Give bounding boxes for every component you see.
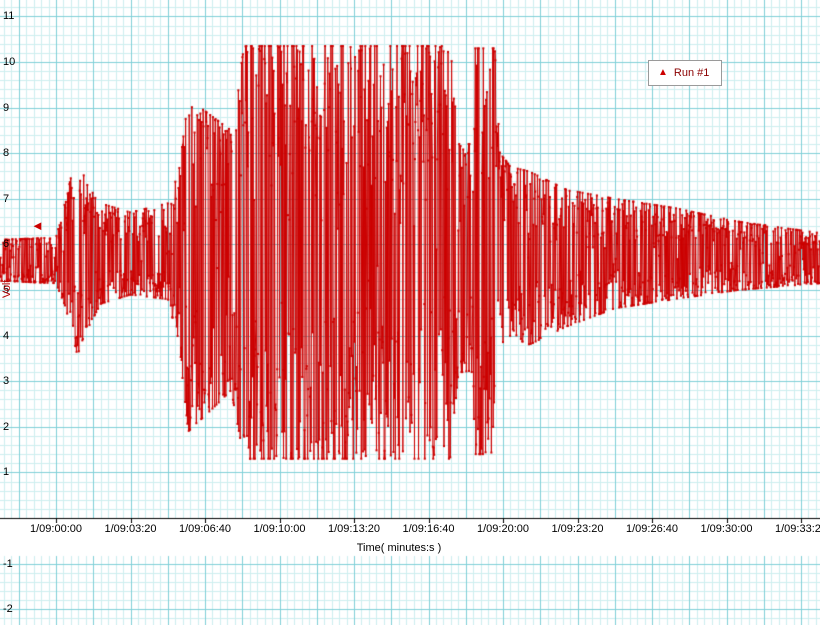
y-tick-label: 10 bbox=[3, 56, 16, 68]
legend-label: Run #1 bbox=[673, 67, 710, 79]
x-tick-label: 1/09:26:40 bbox=[625, 523, 679, 536]
y-tick-label: 6 bbox=[3, 238, 10, 251]
y-tick-label: 11 bbox=[3, 10, 15, 23]
x-tick-label: 1/09:00:00 bbox=[29, 523, 83, 536]
y-tick-label: 4 bbox=[3, 329, 10, 342]
y-tick-label: 3 bbox=[3, 375, 10, 388]
y-tick-label: 9 bbox=[3, 101, 10, 114]
x-tick-label: 1/09:20:00 bbox=[476, 523, 530, 536]
y-tick-label: 8 bbox=[3, 147, 10, 160]
x-tick-label: 1/09:33:20 bbox=[774, 523, 820, 536]
y-tick-label: 2 bbox=[3, 420, 10, 433]
x-tick-label: 1/09:13:20 bbox=[327, 523, 381, 536]
x-tick-label: 1/09:03:20 bbox=[103, 523, 158, 536]
legend[interactable]: ▲ Run #1 bbox=[648, 60, 723, 86]
x-tick-label: 1/09:06:40 bbox=[178, 523, 232, 536]
x-tick-label: 1/09:30:00 bbox=[699, 523, 754, 536]
y-tick-label: -2 bbox=[3, 603, 13, 616]
y-tick-label: 1 bbox=[3, 466, 10, 479]
x-tick-label: 1/09:16:40 bbox=[401, 523, 456, 536]
channel-offset-pointer-icon[interactable]: ◄ bbox=[31, 218, 44, 234]
x-tick-label: 1/09:23:20 bbox=[550, 523, 605, 536]
x-axis-title: Time( minutes:s ) bbox=[353, 542, 445, 554]
series-triangle-icon: ▲ bbox=[658, 67, 668, 78]
y-tick-label: -1 bbox=[3, 557, 13, 570]
x-tick-label: 1/09:10:00 bbox=[252, 523, 307, 536]
y-axis-title: Volt bbox=[1, 279, 13, 299]
y-tick-label: 5 bbox=[3, 284, 10, 296]
y-tick-label: 7 bbox=[3, 192, 10, 205]
